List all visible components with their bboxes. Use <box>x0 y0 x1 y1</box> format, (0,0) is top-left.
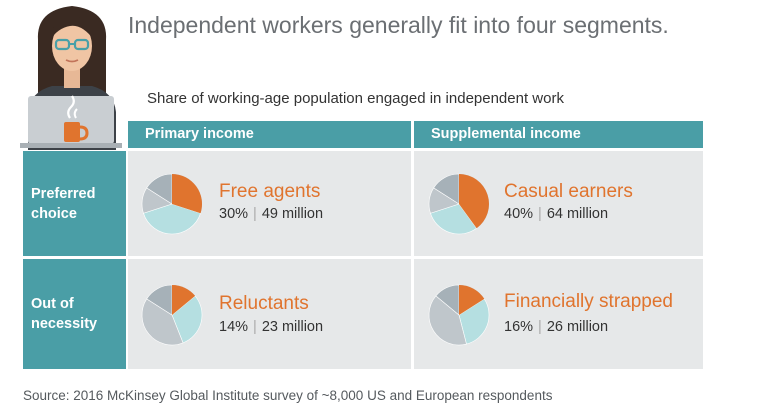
segment-people: 64 million <box>546 206 609 222</box>
segment-percent: 14% <box>219 319 249 335</box>
segment-name-casual-earners: Casual earners <box>504 181 633 202</box>
source-note: Source: 2016 McKinsey Global Institute s… <box>23 388 553 403</box>
segment-name-free-agents: Free agents <box>219 181 321 202</box>
pie-slice-casual-earners <box>459 174 489 229</box>
person-with-laptop-illustration <box>20 6 122 150</box>
row-header-line: necessity <box>31 316 98 332</box>
pie-financially-strapped <box>428 284 490 346</box>
pie-slice-free-agents <box>172 174 202 214</box>
segment-percent: 30% <box>219 206 249 222</box>
row-header-line: Preferred <box>31 185 96 202</box>
chart-title: Independent workers generally fit into f… <box>128 12 669 38</box>
pie-slice-free-agents <box>458 298 490 345</box>
pie-slice-casual-earners <box>141 298 184 346</box>
pie-slice-reluctants <box>435 284 460 316</box>
segment-percent: 40% <box>504 206 534 222</box>
pie-slice-financially-strapped <box>146 173 173 205</box>
segment-people: 49 million <box>261 206 324 222</box>
segment-people: 26 million <box>546 319 609 335</box>
segment-stats-free-agents: 30% | 49 million <box>219 206 324 222</box>
column-header-supplemental-income: Supplemental income <box>414 121 703 148</box>
pie-slice-free-agents <box>430 203 478 235</box>
pie-reluctants <box>141 284 203 346</box>
segment-stats-casual-earners: 40% | 64 million <box>504 206 609 222</box>
segment-stats-reluctants: 14% | 23 million <box>219 319 324 335</box>
pie-slice-financially-strapped <box>459 285 485 315</box>
row-header-line: choice <box>31 205 77 222</box>
pie-slice-financially-strapped <box>433 173 460 205</box>
row-header-out-of-necessity: Out of necessity <box>23 259 126 369</box>
chart-subtitle: Share of working-age population engaged … <box>147 90 564 107</box>
segment-name-financially-strapped: Financially strapped <box>504 291 673 312</box>
pie-casual-earners <box>428 173 489 235</box>
segment-stats-financially-strapped: 16% | 26 million <box>504 319 609 335</box>
column-header-primary-income: Primary income <box>128 121 411 148</box>
row-header-preferred-choice: Preferred choice <box>23 151 126 256</box>
row-header-line: Out of <box>31 296 74 312</box>
segment-percent: 16% <box>504 319 534 335</box>
pie-free-agents <box>141 173 202 235</box>
segment-name-reluctants: Reluctants <box>219 293 309 314</box>
segment-people: 23 million <box>261 319 324 335</box>
pie-slice-casual-earners <box>428 295 467 346</box>
pie-slice-financially-strapped <box>146 284 173 316</box>
pie-slice-reluctants <box>172 285 196 315</box>
pie-slice-free-agents <box>171 295 203 344</box>
pie-slice-casual-earners <box>143 203 201 235</box>
